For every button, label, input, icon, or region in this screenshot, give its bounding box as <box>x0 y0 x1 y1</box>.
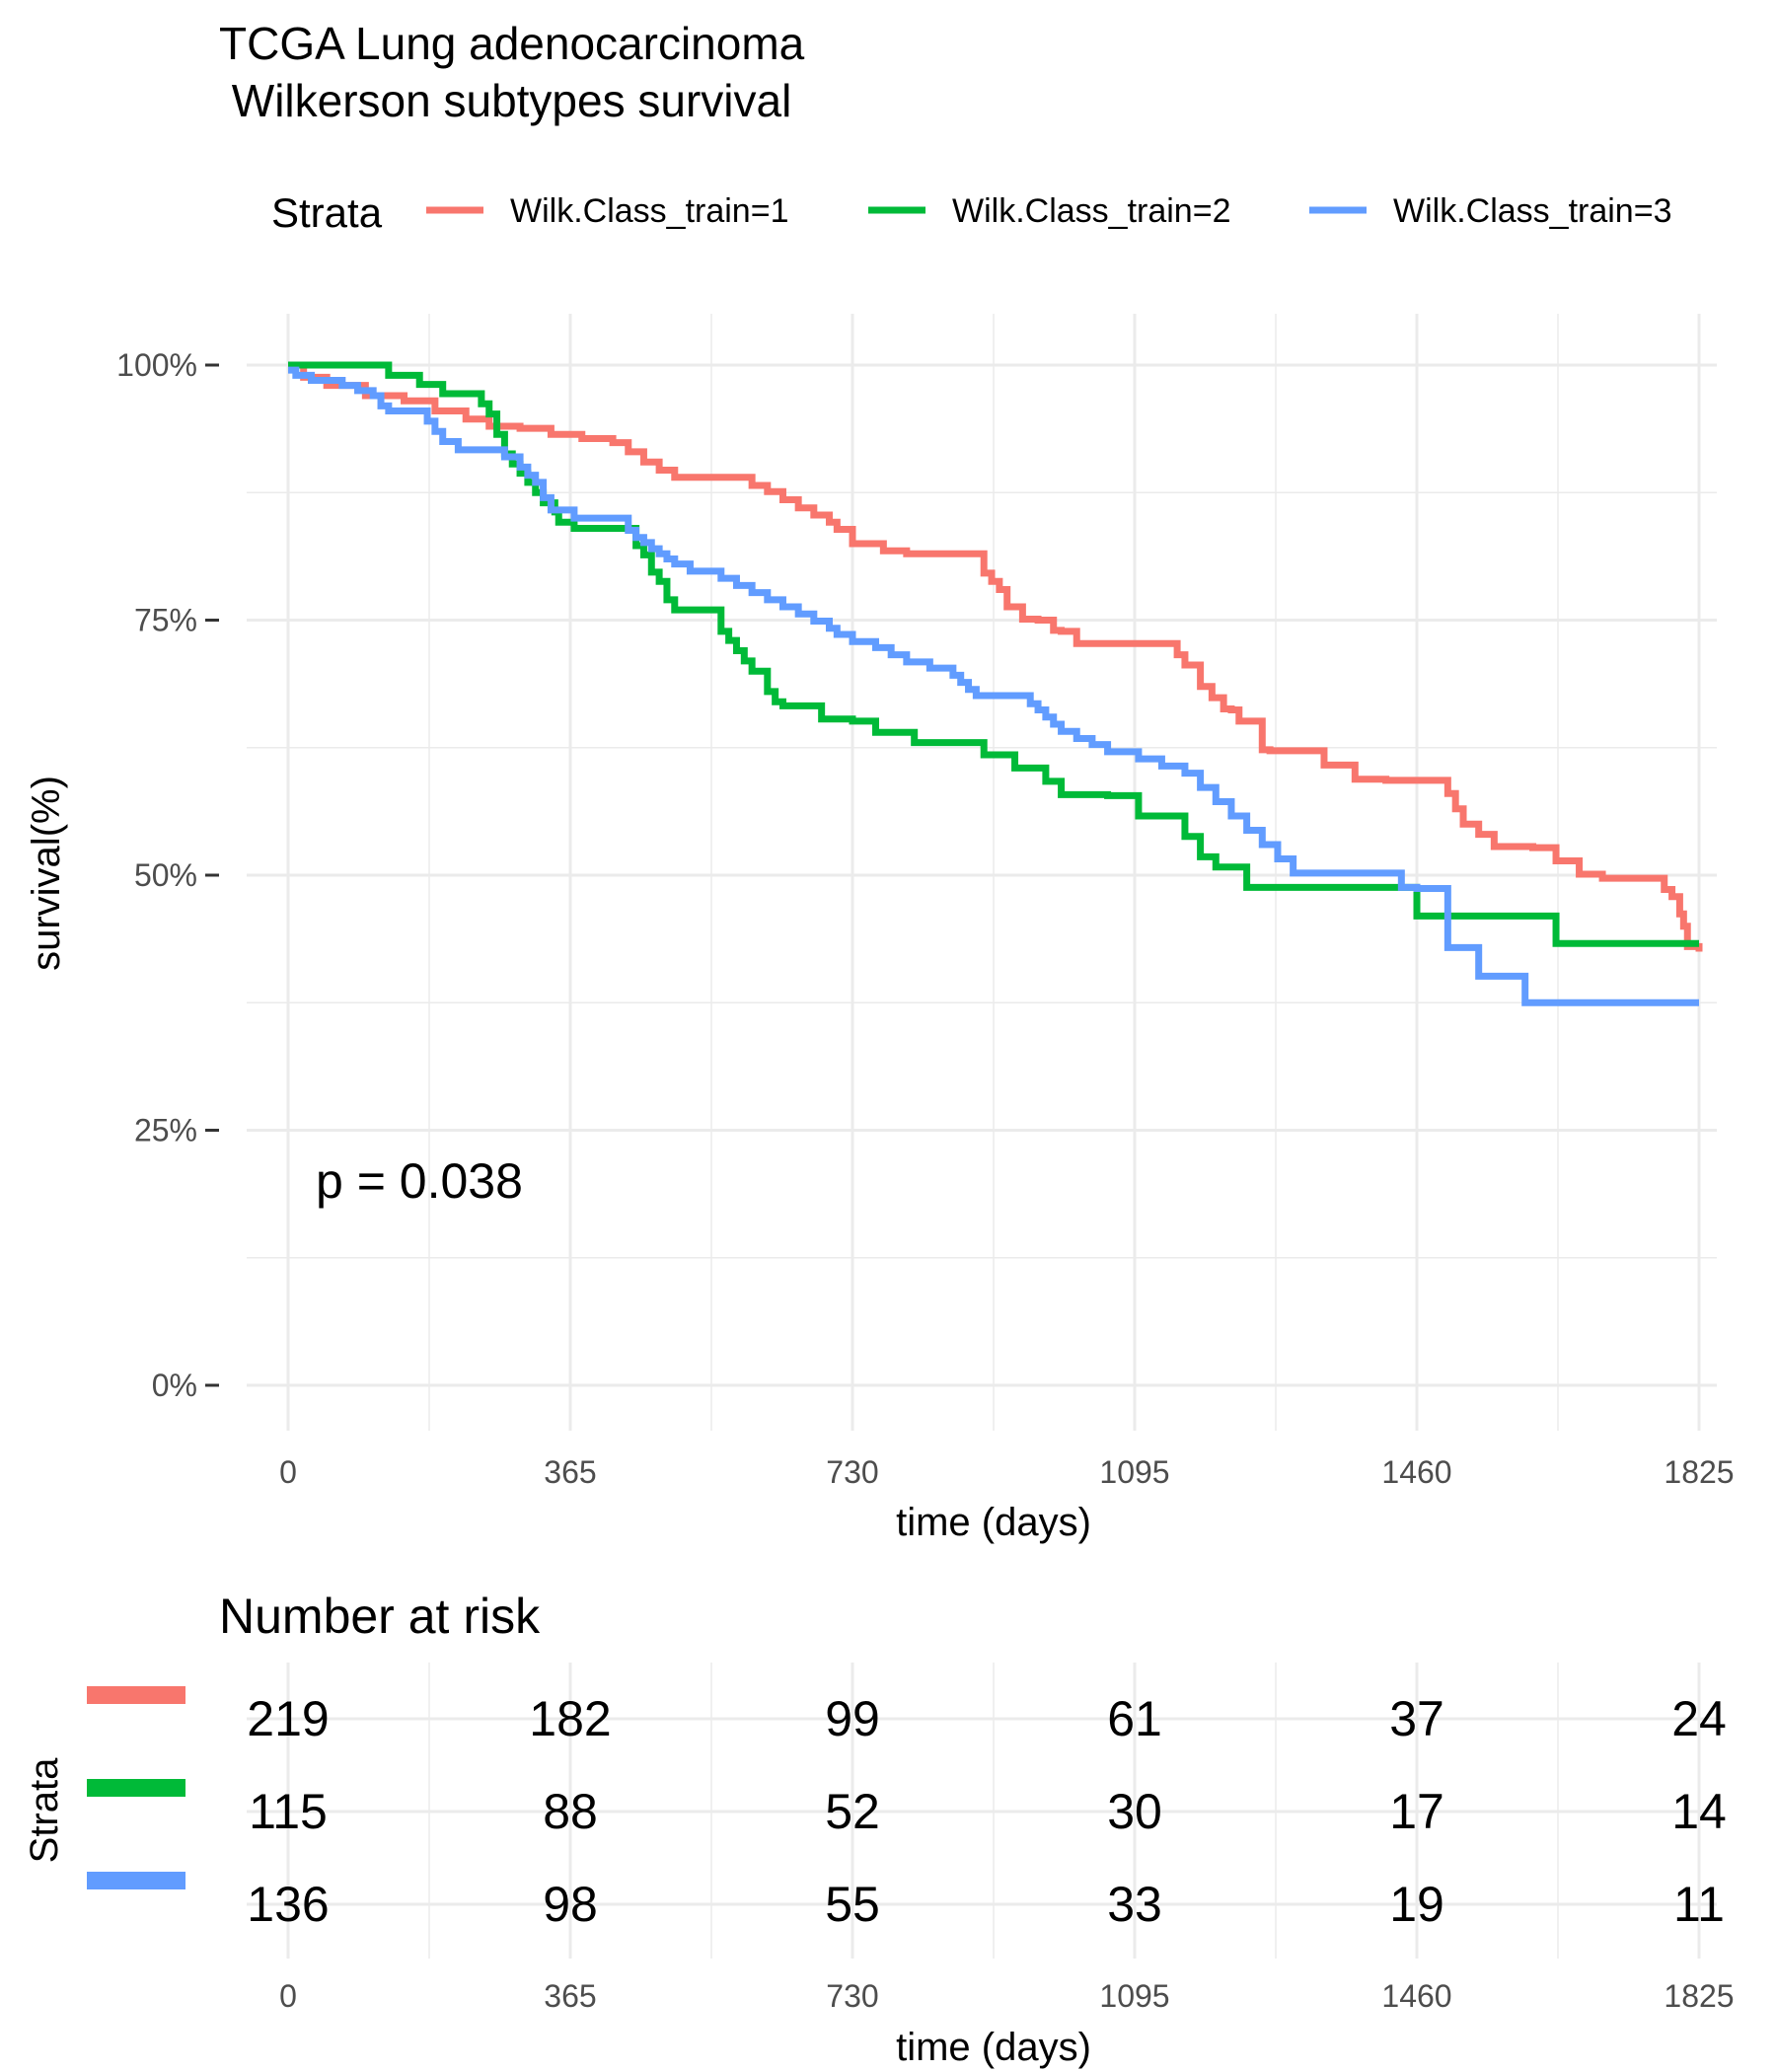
risk-table-y-title: Strata <box>23 1757 66 1863</box>
risk-table-x-title: time (days) <box>896 2026 1091 2069</box>
risk-table-title: Number at risk <box>219 1589 541 1644</box>
risk-x-tick-label: 365 <box>544 1978 596 2014</box>
x-tick-label: 1460 <box>1381 1454 1451 1490</box>
risk-x-tick-label: 0 <box>279 1978 297 2014</box>
y-tick-label: 0% <box>152 1368 197 1403</box>
risk-cell: 98 <box>543 1877 598 1932</box>
risk-x-tick-label: 1460 <box>1381 1978 1451 2014</box>
risk-cell: 11 <box>1673 1877 1725 1932</box>
x-tick-label: 1825 <box>1664 1454 1734 1490</box>
y-axis-title: survival(%) <box>25 776 68 971</box>
legend-label-1: Wilk.Class_train=1 <box>510 192 788 230</box>
risk-cell: 14 <box>1671 1784 1727 1839</box>
risk-table: 0 365 730 1095 1460 1825 219 182 99 61 37 24 115 88 52… <box>87 1663 1735 2014</box>
risk-cell: 219 <box>247 1691 329 1746</box>
risk-cell: 52 <box>825 1784 880 1839</box>
y-tick-label: 75% <box>134 603 197 638</box>
chart-title-line1: TCGA Lung adenocarcinoma <box>219 18 805 69</box>
x-tick-label: 730 <box>826 1454 878 1490</box>
x-tick-label: 0 <box>279 1454 297 1490</box>
risk-cell: 17 <box>1389 1784 1444 1839</box>
x-axis-title: time (days) <box>896 1501 1091 1544</box>
survival-curve-1 <box>288 361 1703 952</box>
legend-label-3: Wilk.Class_train=3 <box>1393 192 1671 230</box>
chart-title-line2: Wilkerson subtypes survival <box>219 75 791 126</box>
y-tick-label: 25% <box>134 1113 197 1148</box>
risk-cell: 61 <box>1107 1691 1162 1746</box>
risk-cell: 88 <box>543 1784 598 1839</box>
survival-plot-area: 0 365 730 1095 1460 1825 0% 25% 50% 75% 100% <box>116 314 1735 1490</box>
risk-x-tick-label: 1095 <box>1099 1978 1169 2014</box>
y-tick-label: 50% <box>134 857 197 893</box>
risk-x-tick-label: 1825 <box>1664 1978 1734 2014</box>
y-tick-label: 100% <box>116 347 197 383</box>
p-value-annotation: p = 0.038 <box>316 1153 523 1209</box>
risk-x-tick-label: 730 <box>826 1978 878 2014</box>
legend: Strata Wilk.Class_train=1 Wilk.Class_trai… <box>271 189 1671 236</box>
risk-cell: 136 <box>247 1877 329 1932</box>
survival-curve-3 <box>288 366 1699 1006</box>
risk-cell: 24 <box>1671 1691 1727 1746</box>
x-tick-label: 365 <box>544 1454 596 1490</box>
risk-cell: 30 <box>1107 1784 1162 1839</box>
risk-cell: 55 <box>825 1877 880 1932</box>
x-tick-label: 1095 <box>1099 1454 1169 1490</box>
risk-cell: 182 <box>529 1691 611 1746</box>
risk-cell: 33 <box>1107 1877 1162 1932</box>
legend-title: Strata <box>271 189 383 236</box>
risk-cell: 19 <box>1389 1877 1444 1932</box>
legend-label-2: Wilk.Class_train=2 <box>952 192 1230 230</box>
risk-cell: 37 <box>1389 1691 1444 1746</box>
risk-cell: 115 <box>249 1784 328 1839</box>
risk-cell: 99 <box>825 1691 880 1746</box>
